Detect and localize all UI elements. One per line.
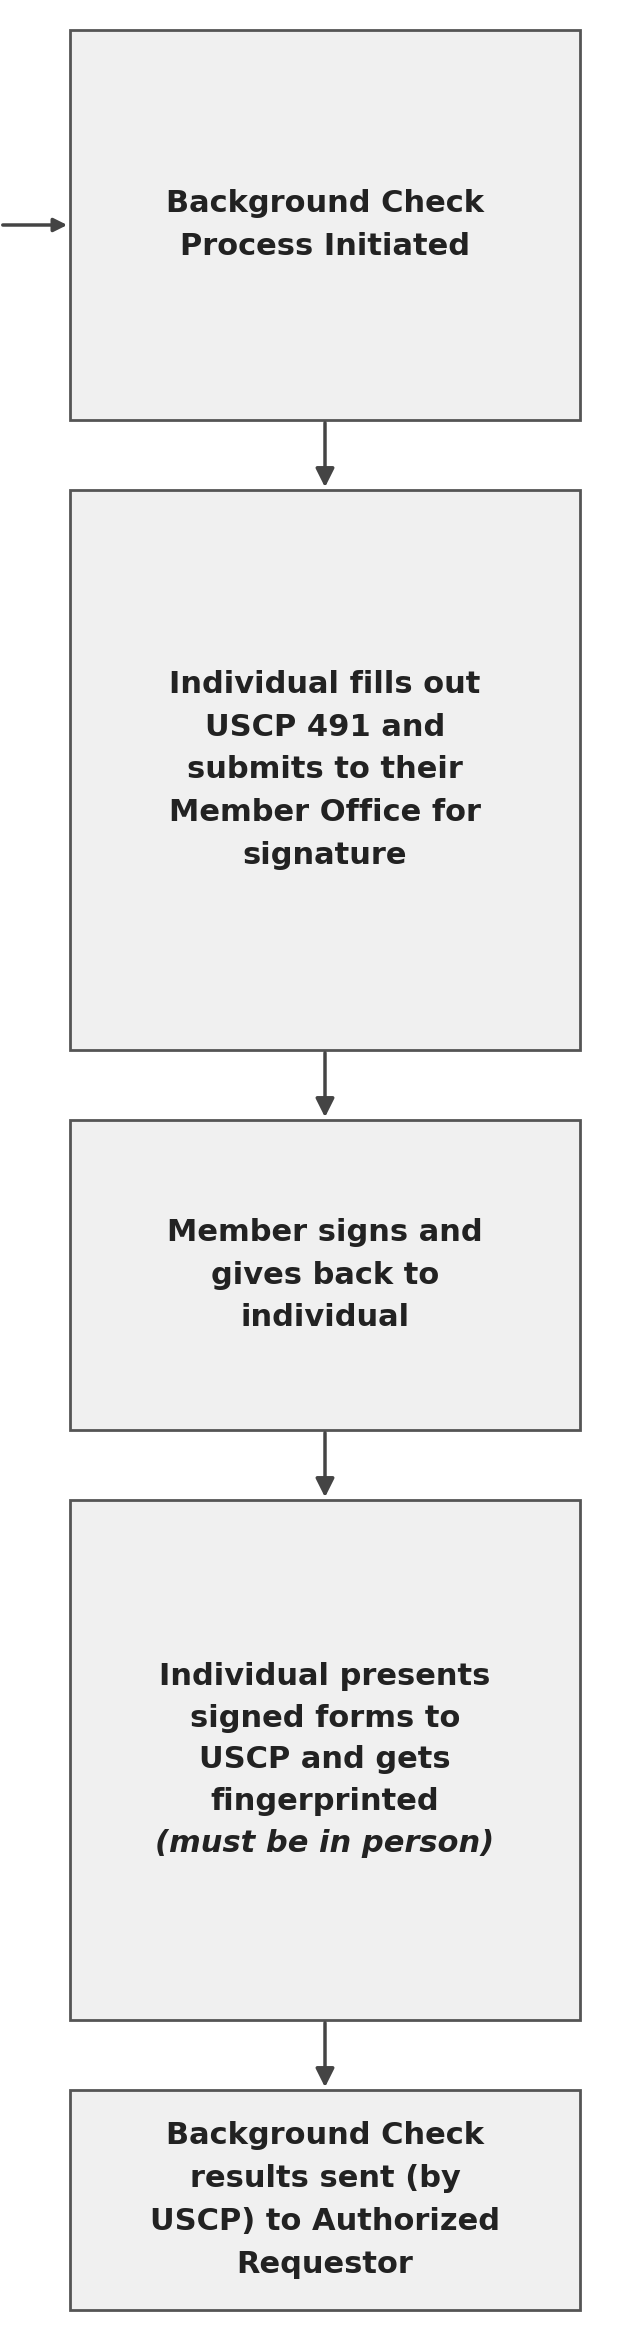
Text: signed forms to: signed forms to	[190, 1703, 460, 1733]
FancyBboxPatch shape	[70, 2089, 580, 2309]
FancyBboxPatch shape	[70, 30, 580, 419]
FancyBboxPatch shape	[70, 1119, 580, 1431]
Text: Member signs and
gives back to
individual: Member signs and gives back to individua…	[167, 1218, 483, 1333]
FancyBboxPatch shape	[70, 489, 580, 1049]
FancyBboxPatch shape	[70, 1499, 580, 2021]
Text: Background Check
Process Initiated: Background Check Process Initiated	[166, 190, 484, 260]
Text: fingerprinted: fingerprinted	[211, 1787, 440, 1817]
Text: USCP and gets: USCP and gets	[199, 1745, 451, 1775]
Text: Individual fills out
USCP 491 and
submits to their
Member Office for
signature: Individual fills out USCP 491 and submit…	[169, 670, 481, 871]
Text: (must be in person): (must be in person)	[156, 1829, 495, 1857]
Text: Individual presents: Individual presents	[159, 1663, 490, 1691]
Text: Background Check
results sent (by
USCP) to Authorized
Requestor: Background Check results sent (by USCP) …	[150, 2122, 500, 2279]
